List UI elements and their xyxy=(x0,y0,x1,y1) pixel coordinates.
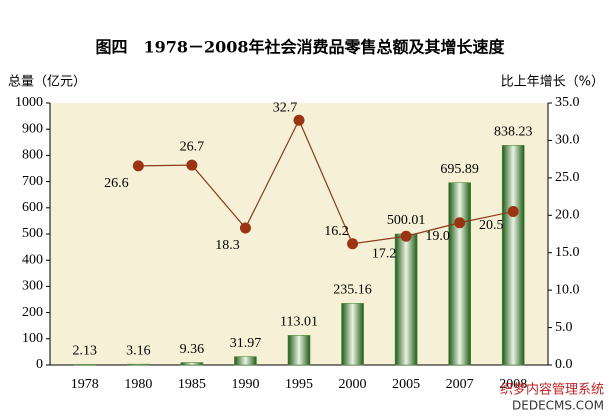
y-tick-label: 1000 xyxy=(15,95,43,110)
bar xyxy=(448,182,471,366)
bar xyxy=(234,356,257,366)
y2-tick-label: 30.0 xyxy=(555,133,580,148)
y-tick-label: 900 xyxy=(22,121,43,136)
bar-value-label: 9.36 xyxy=(180,342,205,357)
x-tick-label: 1980 xyxy=(124,377,152,392)
line-marker xyxy=(507,206,519,218)
y-tick-label: 100 xyxy=(22,331,43,346)
line-value-label: 19.0 xyxy=(425,229,450,244)
line-marker xyxy=(454,217,466,229)
y2-tick-label: 35.0 xyxy=(555,95,580,110)
bar xyxy=(180,362,204,366)
line-marker xyxy=(293,114,305,126)
y2-tick-label: 25.0 xyxy=(555,170,580,185)
x-tick-label: 2000 xyxy=(339,377,367,392)
x-tick-label: 2007 xyxy=(446,377,474,392)
y-tick-label: 700 xyxy=(22,174,43,189)
bar xyxy=(394,233,418,366)
y2-tick-label: 10.0 xyxy=(555,282,580,297)
bar-value-label: 838.23 xyxy=(494,125,533,140)
bar-value-label: 113.01 xyxy=(280,315,318,330)
x-tick-label: 1995 xyxy=(285,377,313,392)
y2-tick-label: 5.0 xyxy=(555,320,573,335)
y-tick-label: 200 xyxy=(22,305,43,320)
line-value-label: 16.2 xyxy=(324,224,349,239)
line-marker xyxy=(400,230,412,242)
line-marker xyxy=(239,222,251,234)
bar-value-label: 3.16 xyxy=(126,343,151,358)
y2-tick-label: 0.0 xyxy=(555,357,573,372)
line-value-label: 20.5 xyxy=(479,218,504,233)
line-value-label: 18.3 xyxy=(215,238,240,253)
chart-title: 图四 1978－2008年社会消费品零售总额及其增长速度 xyxy=(95,38,505,57)
bar-value-label: 31.97 xyxy=(230,336,262,351)
line xyxy=(138,118,514,245)
watermark-text: 织梦内容管理系统 xyxy=(500,382,604,398)
line-marker xyxy=(186,159,198,171)
line-marker xyxy=(347,238,359,250)
line-marker xyxy=(132,160,144,172)
bar-value-label: 235.16 xyxy=(333,283,372,298)
bar-value-label: 2.13 xyxy=(73,344,98,359)
line-value-label: 26.6 xyxy=(104,176,129,191)
bar-value-label: 500.01 xyxy=(387,213,426,228)
y-tick-label: 300 xyxy=(22,279,43,294)
y2-tick-label: 15.0 xyxy=(555,245,580,260)
y-tick-label: 400 xyxy=(22,252,43,267)
x-tick-label: 1985 xyxy=(178,377,206,392)
y-tick-label: 600 xyxy=(22,200,43,215)
bar xyxy=(73,364,97,366)
x-tick-label: 2005 xyxy=(392,377,420,392)
watermark-text: DEDECMS.COM xyxy=(512,399,604,413)
line-value-label: 17.2 xyxy=(372,246,397,261)
bar xyxy=(341,303,364,366)
bar xyxy=(287,335,311,366)
y-tick-label: 500 xyxy=(22,226,43,241)
bar xyxy=(127,363,150,366)
y2-tick-label: 20.0 xyxy=(555,208,580,223)
y-tick-label: 800 xyxy=(22,148,43,163)
bar-value-label: 695.89 xyxy=(440,162,479,177)
x-tick-label: 1978 xyxy=(71,377,99,392)
bar xyxy=(501,145,525,366)
y-tick-label: 0 xyxy=(36,357,43,372)
x-tick-label: 1990 xyxy=(231,377,259,392)
x-tick-label: 2008 xyxy=(499,377,527,392)
watermark: 织梦内容管理系统 DEDECMS.COM xyxy=(500,382,604,413)
y2-axis-label: 比上年增长（%） xyxy=(501,75,604,90)
line-value-label: 26.7 xyxy=(180,139,205,154)
y-axis-label: 总量（亿元） xyxy=(8,75,86,90)
line-value-label: 32.7 xyxy=(273,100,298,115)
